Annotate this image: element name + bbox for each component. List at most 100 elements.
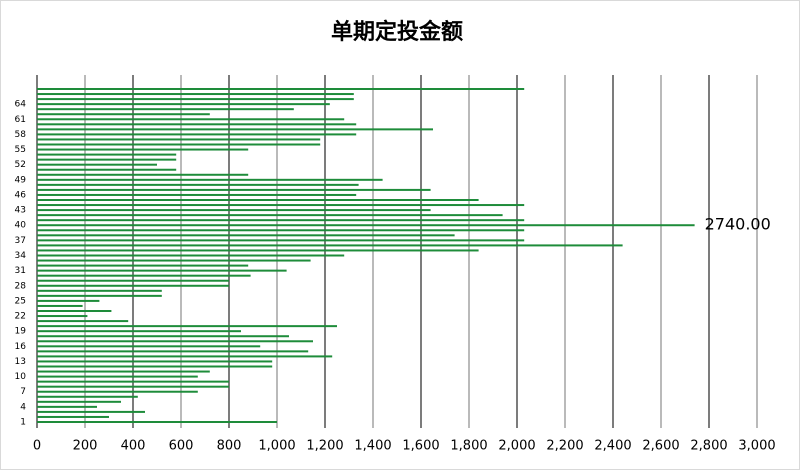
x-tick-label: 1,400 xyxy=(354,439,391,454)
y-tick-label: 13 xyxy=(15,357,26,367)
y-tick-label: 4 xyxy=(20,402,26,412)
bar xyxy=(37,244,623,247)
bar xyxy=(37,335,289,338)
y-tick-label: 28 xyxy=(15,281,27,291)
bar xyxy=(37,209,431,212)
bar xyxy=(37,400,121,403)
bar xyxy=(37,380,229,383)
bar xyxy=(37,88,525,90)
bar xyxy=(37,274,251,277)
bar xyxy=(37,239,525,242)
bar xyxy=(37,178,383,181)
bar xyxy=(37,158,177,161)
bar xyxy=(37,113,210,116)
y-tick-label: 43 xyxy=(15,206,26,216)
y-tick-label: 34 xyxy=(15,251,27,261)
bar xyxy=(37,153,177,156)
y-tick-label: 40 xyxy=(15,221,27,231)
y-tick-label: 49 xyxy=(15,175,27,185)
bar xyxy=(37,259,311,262)
bar xyxy=(37,269,287,272)
y-tick-label: 16 xyxy=(15,342,27,352)
bar xyxy=(37,214,503,217)
bar xyxy=(37,234,455,237)
y-tick-label: 46 xyxy=(15,190,27,200)
bar xyxy=(37,350,309,353)
x-tick-label: 800 xyxy=(217,439,242,454)
x-tick-label: 2,000 xyxy=(498,439,535,454)
bar xyxy=(37,284,229,287)
x-tick-label: 2,800 xyxy=(690,439,727,454)
y-tick-label: 61 xyxy=(15,115,26,125)
bar xyxy=(37,118,345,121)
bar xyxy=(37,143,321,146)
bar xyxy=(37,370,210,373)
bar xyxy=(37,345,261,348)
x-tick-label: 1,000 xyxy=(258,439,295,454)
bar xyxy=(37,304,83,307)
x-tick-label: 2,600 xyxy=(642,439,679,454)
x-tick-label: 2,400 xyxy=(594,439,631,454)
bar xyxy=(37,199,479,201)
bar xyxy=(37,219,525,222)
bar xyxy=(37,193,357,196)
bar xyxy=(37,390,198,393)
bar xyxy=(37,103,330,106)
x-tick-label: 1,800 xyxy=(450,439,487,454)
bar xyxy=(37,254,345,257)
y-tick-label: 31 xyxy=(15,266,26,276)
bar xyxy=(37,123,357,126)
x-tick-label: 1,600 xyxy=(402,439,439,454)
bar xyxy=(37,173,249,176)
bar xyxy=(37,188,431,191)
bar xyxy=(37,410,145,413)
bar xyxy=(37,385,229,388)
bar xyxy=(37,325,337,328)
bar xyxy=(37,224,695,227)
bar xyxy=(37,375,198,378)
bar xyxy=(37,204,525,207)
bar xyxy=(37,320,129,323)
bar xyxy=(37,340,313,343)
bar xyxy=(37,93,354,96)
x-tick-label: 2,200 xyxy=(546,439,583,454)
bar xyxy=(37,128,433,131)
chart-title: 单期定投金额 xyxy=(331,19,463,45)
y-tick-label: 58 xyxy=(15,130,27,140)
y-tick-label: 10 xyxy=(15,372,27,382)
bar xyxy=(37,310,112,312)
bar xyxy=(37,330,241,333)
bar xyxy=(37,415,109,418)
bar xyxy=(37,163,157,166)
bar xyxy=(37,279,229,282)
x-tick-label: 3,000 xyxy=(738,439,775,454)
bar xyxy=(37,405,97,408)
bar xyxy=(37,138,321,141)
bar xyxy=(37,148,249,151)
bar xyxy=(37,294,162,297)
y-tick-label: 7 xyxy=(20,387,26,397)
x-tick-label: 600 xyxy=(169,439,194,454)
y-tick-label: 25 xyxy=(15,296,26,306)
bar xyxy=(37,264,249,267)
bar xyxy=(37,98,354,101)
x-tick-label: 200 xyxy=(73,439,98,454)
bar xyxy=(37,421,277,423)
x-tick-label: 1,200 xyxy=(306,439,343,454)
y-tick-label: 37 xyxy=(15,236,26,246)
bar xyxy=(37,249,479,252)
y-tick-label: 22 xyxy=(15,312,26,322)
bar xyxy=(37,315,88,318)
data-label: 2740.00 xyxy=(705,215,771,234)
y-tick-label: 55 xyxy=(15,145,26,155)
bar xyxy=(37,360,273,363)
bar xyxy=(37,108,294,111)
bar xyxy=(37,183,359,186)
bar xyxy=(37,299,100,302)
bar xyxy=(37,395,138,398)
bar xyxy=(37,168,177,171)
y-tick-label: 64 xyxy=(15,100,27,110)
bar xyxy=(37,133,357,136)
y-tick-label: 19 xyxy=(15,327,27,337)
